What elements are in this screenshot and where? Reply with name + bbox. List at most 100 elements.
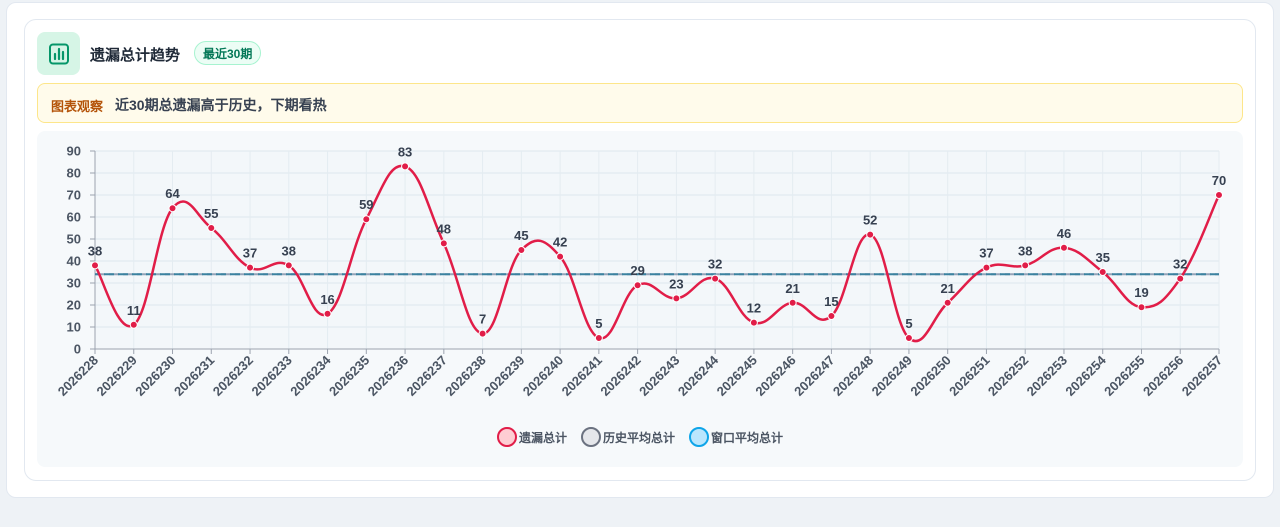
- x-tick-label: 2026241: [559, 353, 605, 399]
- x-tick-label: 2026247: [791, 353, 837, 399]
- y-tick-label: 90: [67, 144, 81, 159]
- data-label: 83: [398, 144, 412, 159]
- data-point: [168, 204, 177, 213]
- data-label: 64: [165, 186, 180, 201]
- data-point: [1176, 274, 1185, 283]
- x-tick-label: 2026255: [1101, 353, 1147, 399]
- insight-text: 近30期总遗漏高于历史，下期看热: [115, 97, 327, 113]
- x-tick-label: 2026245: [714, 353, 760, 399]
- data-point: [866, 230, 875, 239]
- data-label: 16: [320, 292, 334, 307]
- data-point: [711, 274, 720, 283]
- x-tick-label: 2026244: [675, 352, 722, 399]
- data-point: [904, 334, 913, 342]
- data-point: [672, 294, 681, 303]
- x-tick-label: 2026235: [326, 353, 372, 399]
- data-point: [943, 298, 952, 307]
- y-tick-label: 0: [74, 342, 81, 357]
- x-tick-label: 2026256: [1140, 353, 1186, 399]
- y-tick-label: 50: [67, 232, 81, 247]
- data-point: [827, 312, 836, 320]
- data-point: [1098, 268, 1107, 276]
- data-label: 45: [514, 228, 528, 243]
- data-point: [556, 252, 565, 261]
- data-label: 11: [127, 303, 141, 318]
- x-tick-label: 2026249: [869, 353, 915, 399]
- data-point: [362, 215, 371, 224]
- period-badge: 最近30期: [194, 41, 262, 65]
- data-label: 55: [204, 206, 218, 221]
- data-label: 21: [785, 281, 799, 296]
- data-label: 70: [1212, 173, 1226, 188]
- data-point: [207, 224, 216, 232]
- legend-item-series[interactable]: 遗漏总计: [496, 427, 567, 447]
- legend-label-history: 历史平均总计: [602, 430, 675, 445]
- legend-item-history[interactable]: 历史平均总计: [580, 427, 675, 447]
- data-label: 32: [708, 257, 722, 272]
- data-label: 12: [747, 301, 761, 316]
- y-tick-label: 30: [67, 276, 81, 291]
- x-tick-label: 2026233: [249, 353, 295, 399]
- insight-label: 图表观察: [51, 99, 104, 114]
- data-label: 59: [359, 197, 373, 212]
- data-label: 48: [437, 221, 451, 236]
- legend-swatch-series: [496, 427, 517, 447]
- y-tick-label: 20: [67, 298, 81, 313]
- data-point: [246, 263, 255, 272]
- data-point: [323, 309, 332, 318]
- x-tick-label: 2026228: [55, 353, 101, 399]
- x-tick-label: 2026251: [946, 353, 992, 399]
- data-point: [749, 318, 758, 327]
- data-label: 52: [863, 213, 877, 228]
- x-tick-label: 2026232: [210, 353, 256, 399]
- x-tick-label: 2026229: [93, 353, 139, 399]
- x-tick-label: 2026237: [404, 353, 450, 399]
- data-point: [1215, 191, 1223, 199]
- y-tick-label: 10: [67, 320, 81, 335]
- data-label: 21: [940, 281, 954, 296]
- data-point: [91, 261, 99, 270]
- x-tick-label: 2026238: [442, 353, 488, 399]
- data-label: 15: [824, 294, 838, 309]
- x-tick-label: 2026252: [985, 353, 1031, 399]
- x-tick-label: 2026257: [1179, 353, 1225, 399]
- y-tick-label: 60: [67, 210, 81, 225]
- data-point: [594, 334, 603, 342]
- data-point: [478, 329, 487, 338]
- legend-swatch-history: [580, 427, 601, 447]
- legend-item-window[interactable]: 窗口平均总计: [689, 427, 783, 447]
- data-label: 38: [282, 243, 296, 258]
- x-tick-label: 2026242: [597, 353, 643, 399]
- x-tick-label: 2026254: [1062, 352, 1109, 399]
- data-point: [401, 162, 410, 171]
- data-point: [1021, 261, 1030, 270]
- chart-legend: 遗漏总计 历史平均总计 窗口平均总计: [0, 427, 1280, 447]
- data-label: 23: [669, 276, 683, 291]
- bar-chart-icon: [37, 32, 80, 75]
- data-point: [1059, 243, 1068, 252]
- data-point: [284, 261, 293, 270]
- y-tick-label: 70: [67, 188, 81, 203]
- x-tick-label: 2026236: [365, 353, 411, 399]
- x-tick-label: 2026234: [287, 352, 334, 399]
- plot-area: [95, 151, 1219, 349]
- data-point: [982, 263, 991, 272]
- legend-label-window: 窗口平均总计: [711, 430, 784, 445]
- data-label: 32: [1173, 257, 1187, 272]
- legend-swatch-window: [689, 427, 709, 447]
- data-point: [633, 281, 642, 290]
- data-label: 7: [479, 312, 486, 327]
- data-point: [1137, 303, 1146, 312]
- data-label: 5: [905, 316, 912, 331]
- y-tick-label: 80: [67, 166, 81, 181]
- data-label: 35: [1095, 250, 1109, 265]
- x-tick-label: 2026230: [132, 353, 178, 399]
- data-point: [129, 320, 138, 329]
- chart-insight: 图表观察 近30期总遗漏高于历史，下期看热: [37, 83, 1243, 123]
- data-label: 42: [553, 235, 567, 250]
- data-point: [517, 246, 526, 254]
- x-tick-label: 2026248: [830, 353, 876, 399]
- data-point: [439, 239, 448, 248]
- data-label: 19: [1134, 285, 1148, 300]
- data-label: 38: [1018, 243, 1032, 258]
